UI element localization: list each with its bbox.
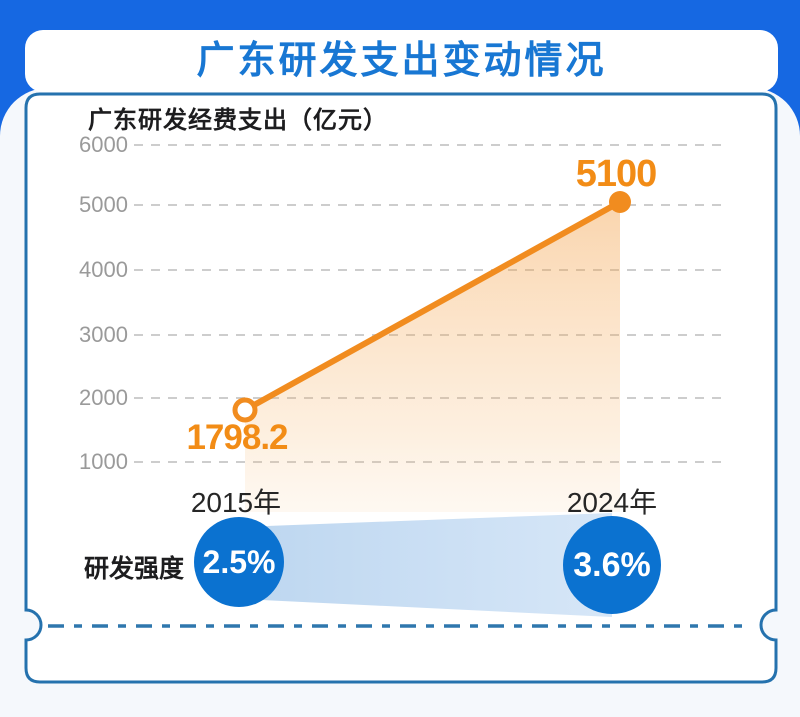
rd-spending-line <box>242 199 623 413</box>
y-tick-2000: 2000 <box>79 385 128 410</box>
data-point-2024 <box>609 191 631 213</box>
header-banner: 广东研发支出变动情况 <box>25 30 778 92</box>
gridline-5000 <box>134 204 721 206</box>
page-title: 广东研发支出变动情况 <box>196 40 607 82</box>
gridline-6000 <box>134 144 721 146</box>
y-tick-5000: 5000 <box>79 192 128 217</box>
data-point-2015 <box>232 397 258 423</box>
value-label-2015: 1798.2 <box>186 418 288 457</box>
intensity-label: 研发强度 <box>84 555 185 583</box>
value-label-2024: 5100 <box>575 153 658 195</box>
y-tick-4000: 4000 <box>79 257 128 282</box>
intensity-value-2024: 3.6% <box>573 545 651 584</box>
x-label-2015: 2015年 <box>190 487 282 518</box>
intensity-bubble-2024: 3.6% <box>563 516 661 614</box>
area-fill <box>245 202 620 512</box>
intensity-value-2015: 2.5% <box>202 543 276 580</box>
y-tick-3000: 3000 <box>79 322 128 347</box>
intensity-bubble-2015: 2.5% <box>194 517 284 607</box>
y-tick-6000: 6000 <box>79 132 128 157</box>
gridline-4000 <box>134 269 721 271</box>
y-tick-1000: 1000 <box>79 449 128 474</box>
chart-title: 广东研发经费支出（亿元） <box>88 107 388 134</box>
x-label-2024: 2024年 <box>566 487 658 518</box>
intensity-band <box>241 513 612 617</box>
